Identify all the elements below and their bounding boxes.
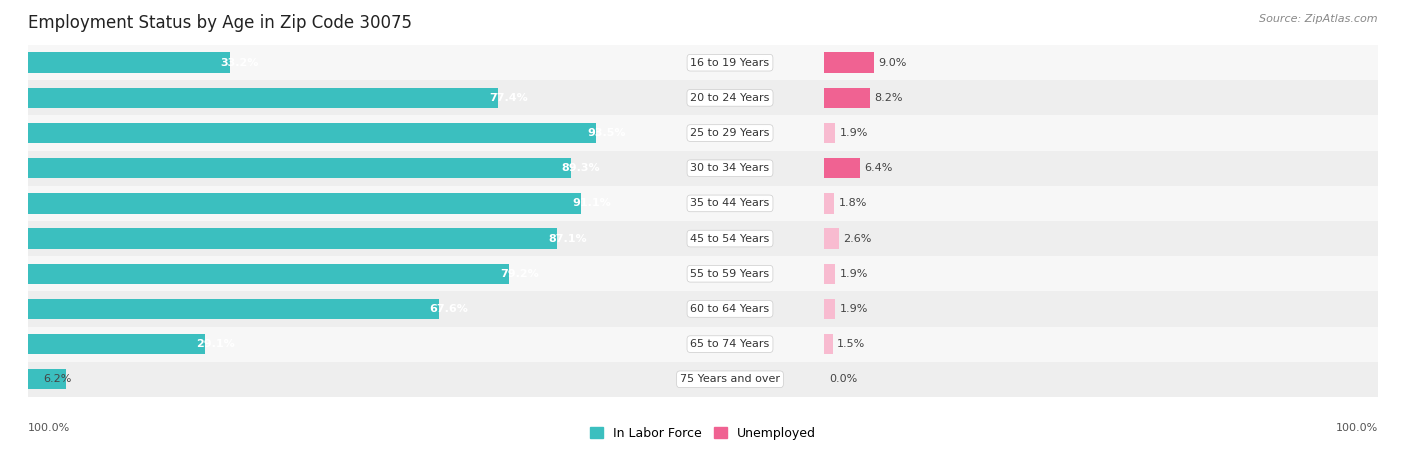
Text: 1.9%: 1.9% — [839, 304, 868, 314]
Bar — [824, 158, 860, 179]
Bar — [0, 221, 1406, 256]
Bar — [0, 45, 1406, 80]
Text: 30 to 34 Years: 30 to 34 Years — [690, 163, 769, 173]
Bar — [0, 186, 1406, 221]
Bar — [28, 334, 205, 354]
Bar — [824, 263, 835, 284]
Text: 100.0%: 100.0% — [28, 423, 70, 433]
Text: 65 to 74 Years: 65 to 74 Years — [690, 339, 769, 349]
Bar — [824, 123, 835, 143]
Text: 87.1%: 87.1% — [548, 234, 586, 244]
Bar — [28, 123, 596, 143]
Bar — [0, 115, 1406, 151]
Bar — [0, 362, 1406, 397]
Bar — [0, 45, 1406, 80]
Bar — [0, 80, 1406, 115]
Bar — [0, 151, 1406, 186]
Bar — [0, 327, 1406, 362]
Bar — [28, 52, 229, 73]
Text: 0.0%: 0.0% — [830, 374, 858, 384]
Bar — [0, 151, 1406, 186]
Bar — [824, 228, 839, 249]
Bar — [0, 80, 1406, 115]
Text: 1.9%: 1.9% — [839, 128, 868, 138]
Text: 6.4%: 6.4% — [865, 163, 893, 173]
Text: 16 to 19 Years: 16 to 19 Years — [690, 58, 769, 68]
Text: 6.2%: 6.2% — [44, 374, 72, 384]
Text: 1.9%: 1.9% — [839, 269, 868, 279]
Bar — [28, 228, 557, 249]
Bar — [0, 115, 1406, 151]
Bar — [824, 299, 835, 319]
Bar — [0, 115, 1406, 151]
Bar — [0, 291, 1406, 327]
Bar — [824, 52, 875, 73]
Bar — [0, 221, 1406, 256]
Text: 91.1%: 91.1% — [572, 198, 612, 208]
Text: 75 Years and over: 75 Years and over — [681, 374, 780, 384]
Text: 8.2%: 8.2% — [875, 93, 903, 103]
Text: Source: ZipAtlas.com: Source: ZipAtlas.com — [1260, 14, 1378, 23]
Bar — [28, 193, 582, 214]
Text: Employment Status by Age in Zip Code 30075: Employment Status by Age in Zip Code 300… — [28, 14, 412, 32]
Bar — [0, 327, 1406, 362]
Text: 9.0%: 9.0% — [879, 58, 907, 68]
Text: 2.6%: 2.6% — [844, 234, 872, 244]
Bar — [28, 263, 509, 284]
Bar — [28, 158, 571, 179]
Text: 79.2%: 79.2% — [501, 269, 538, 279]
Bar — [824, 334, 832, 354]
Text: 100.0%: 100.0% — [1336, 423, 1378, 433]
Bar — [0, 256, 1406, 291]
Bar — [0, 256, 1406, 291]
Bar — [0, 45, 1406, 80]
Text: 45 to 54 Years: 45 to 54 Years — [690, 234, 769, 244]
Text: 29.1%: 29.1% — [195, 339, 235, 349]
Bar — [0, 362, 1406, 397]
Text: 35 to 44 Years: 35 to 44 Years — [690, 198, 769, 208]
Bar — [0, 151, 1406, 186]
Bar — [0, 221, 1406, 256]
Legend: In Labor Force, Unemployed: In Labor Force, Unemployed — [585, 422, 821, 445]
Text: 67.6%: 67.6% — [430, 304, 468, 314]
Bar — [824, 193, 834, 214]
Text: 89.3%: 89.3% — [561, 163, 600, 173]
Text: 1.8%: 1.8% — [839, 198, 868, 208]
Bar — [0, 186, 1406, 221]
Text: 77.4%: 77.4% — [489, 93, 527, 103]
Text: 93.5%: 93.5% — [586, 128, 626, 138]
Text: 55 to 59 Years: 55 to 59 Years — [690, 269, 769, 279]
Text: 25 to 29 Years: 25 to 29 Years — [690, 128, 769, 138]
Bar — [28, 87, 498, 108]
Bar — [0, 186, 1406, 221]
Bar — [28, 369, 66, 390]
Bar — [0, 256, 1406, 291]
Bar — [824, 87, 870, 108]
Text: 1.5%: 1.5% — [837, 339, 866, 349]
Bar — [0, 291, 1406, 327]
Bar — [28, 299, 439, 319]
Bar — [0, 327, 1406, 362]
Text: 60 to 64 Years: 60 to 64 Years — [690, 304, 769, 314]
Bar — [0, 80, 1406, 115]
Text: 33.2%: 33.2% — [221, 58, 259, 68]
Bar — [0, 291, 1406, 327]
Bar — [0, 362, 1406, 397]
Text: 20 to 24 Years: 20 to 24 Years — [690, 93, 769, 103]
